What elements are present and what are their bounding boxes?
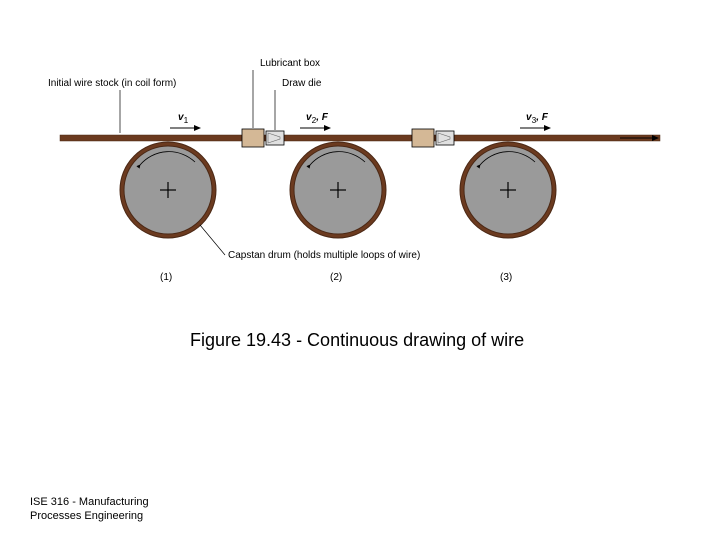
wire-drawing-diagram: Initial wire stock (in coil form) Lubric… (50, 60, 670, 300)
label-v2: v2, F (306, 112, 328, 125)
step-2: (2) (330, 272, 342, 283)
wire-main (60, 135, 660, 141)
footer-line-2: Processes Engineering (30, 509, 149, 523)
lubricant-die-1 (242, 129, 284, 147)
capstan-drum-3 (460, 142, 556, 238)
footer-line-1: ISE 316 - Manufacturing (30, 495, 149, 509)
label-lubricant: Lubricant box (260, 58, 320, 69)
leader-capstan (200, 225, 225, 255)
label-initial-wire: Initial wire stock (in coil form) (48, 78, 176, 89)
label-draw-die: Draw die (282, 78, 321, 89)
label-v3: v3, F (526, 112, 548, 125)
label-capstan: Capstan drum (holds multiple loops of wi… (228, 250, 420, 261)
lubricant-die-2 (412, 129, 454, 147)
step-3: (3) (500, 272, 512, 283)
footer-text: ISE 316 - Manufacturing Processes Engine… (30, 495, 149, 524)
step-1: (1) (160, 272, 172, 283)
capstan-drum-2 (290, 142, 386, 238)
capstan-drum-1 (120, 142, 216, 238)
label-v1: v1 (178, 112, 188, 125)
figure-caption: Figure 19.43 ‑ Continuous drawing of wir… (190, 330, 524, 351)
diagram-svg (50, 60, 670, 300)
